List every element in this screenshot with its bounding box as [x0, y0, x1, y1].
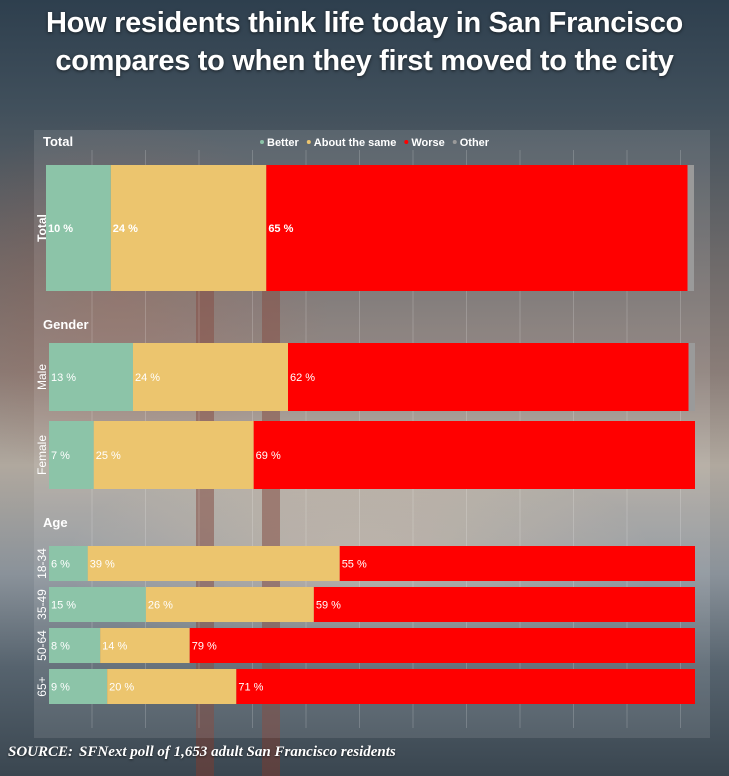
chart-title-line-1: How residents think life today in San Fr…	[46, 7, 683, 39]
chart-title-line-2: compares to when they first moved to the…	[55, 45, 674, 77]
bar-segment-male-better	[49, 343, 133, 411]
source-label: SOURCE:	[8, 744, 74, 760]
group-label-age: Age	[43, 515, 68, 530]
legend-swatch-worse	[404, 140, 409, 144]
data-label-total-worse: 65 %	[268, 223, 293, 235]
data-label-50-64-better: 8 %	[51, 641, 70, 653]
data-label-female-worse: 69 %	[256, 450, 281, 462]
bar-segment-18-34-better	[49, 546, 88, 581]
legend-label-other: Other	[460, 137, 490, 149]
data-label-50-64-worse: 79 %	[192, 641, 217, 653]
bar-segment-18-34-worse	[339, 546, 695, 581]
group-label-total: Total	[43, 134, 73, 149]
data-label-total-better: 10 %	[48, 223, 73, 235]
data-label-50-64-about-the-same: 14 %	[102, 641, 127, 653]
bar-segment-female-better	[49, 421, 94, 489]
data-label-35-49-about-the-same: 26 %	[148, 600, 173, 612]
row-label-female: Female	[35, 435, 49, 475]
bar-segment-female-worse	[253, 421, 695, 489]
row-label-18-34: 18-34	[35, 548, 49, 579]
bar-segment-50-64-worse	[189, 628, 695, 663]
bar-segment-total-about-the-same	[110, 165, 267, 291]
legend-label-better: Better	[267, 137, 300, 149]
data-label-35-49-better: 15 %	[51, 600, 76, 612]
data-label-male-about-the-same: 24 %	[135, 372, 160, 384]
legend-swatch-about-the-same	[306, 140, 311, 144]
bar-segment-total-better	[46, 165, 111, 291]
source-text: SFNext poll of 1,653 adult San Francisco…	[79, 744, 396, 760]
row-label-50-64: 50-64	[35, 630, 49, 661]
bar-segment-male-other	[688, 343, 695, 411]
group-label-gender: Gender	[43, 317, 89, 332]
bar-segment-65-worse	[236, 669, 695, 704]
data-label-female-about-the-same: 25 %	[96, 450, 121, 462]
data-label-65-better: 9 %	[51, 682, 70, 694]
source-note: SOURCE: SFNext poll of 1,653 adult San Fr…	[8, 744, 396, 761]
bar-segment-total-worse	[266, 165, 688, 291]
bar-segment-35-49-worse	[313, 587, 695, 622]
data-label-female-better: 7 %	[51, 450, 70, 462]
legend-swatch-other	[452, 140, 457, 144]
data-label-18-34-better: 6 %	[51, 559, 70, 571]
bar-segment-50-64-about-the-same	[100, 628, 190, 663]
bar-segment-35-49-better	[49, 587, 146, 622]
data-label-total-about-the-same: 24 %	[113, 223, 138, 235]
bar-segment-65-about-the-same	[107, 669, 237, 704]
bar-segment-total-other	[687, 165, 694, 291]
bar-segment-male-worse	[288, 343, 689, 411]
row-label-65: 65+	[35, 676, 49, 696]
data-label-35-49-worse: 59 %	[316, 600, 341, 612]
legend-swatch-better	[260, 140, 264, 144]
row-label-male: Male	[35, 364, 49, 390]
chart-title: How residents think life today in San Fr…	[0, 4, 729, 80]
row-label-total: Total	[35, 214, 49, 242]
data-label-18-34-about-the-same: 39 %	[90, 559, 115, 571]
bar-segment-female-about-the-same	[93, 421, 254, 489]
legend-label-worse: Worse	[411, 137, 444, 149]
row-label-35-49: 35-49	[35, 589, 49, 620]
bar-segment-18-34-about-the-same	[87, 546, 340, 581]
data-label-65-about-the-same: 20 %	[109, 682, 134, 694]
bar-segment-male-about-the-same	[132, 343, 289, 411]
data-label-male-worse: 62 %	[290, 372, 315, 384]
legend-label-about-the-same: About the same	[314, 137, 397, 149]
data-label-18-34-worse: 55 %	[342, 559, 367, 571]
data-label-65-worse: 71 %	[238, 682, 263, 694]
bar-segment-65-better	[49, 669, 108, 704]
bar-segment-35-49-about-the-same	[145, 587, 314, 622]
data-label-male-better: 13 %	[51, 372, 76, 384]
bar-segment-50-64-better	[49, 628, 101, 663]
